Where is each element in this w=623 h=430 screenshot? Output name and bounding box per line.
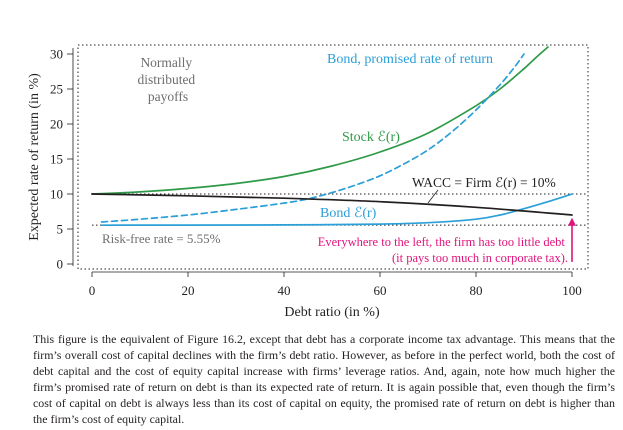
plot-frame — [77, 44, 589, 270]
y-axis: 0 5 10 15 20 25 30 — [50, 47, 74, 272]
series-bond-promised-rate-of-return — [100, 53, 525, 223]
figure-caption: This figure is the equivalent of Figure … — [33, 332, 615, 426]
x-tick-label: 40 — [278, 283, 291, 298]
x-tick-label: 60 — [374, 283, 387, 298]
x-axis-label: Debt ratio (in %) — [284, 305, 380, 320]
tax-arrow — [568, 217, 576, 262]
y-tick-label: 20 — [50, 117, 63, 132]
series-stock-r — [91, 46, 549, 195]
x-axis: 0 20 40 60 80 100 — [89, 271, 582, 298]
x-tick-label: 80 — [470, 283, 483, 298]
figure: 0 5 10 15 20 25 30 0 20 40 60 80 100 Expected rate … — [27, 44, 589, 320]
x-tick-label: 0 — [89, 283, 96, 298]
y-tick-label: 10 — [50, 187, 63, 202]
series-bond-r — [100, 193, 573, 227]
wacc-pointer — [427, 189, 439, 204]
y-tick-label: 0 — [57, 257, 64, 272]
x-tick-label: 100 — [562, 283, 582, 298]
annotation-risk-free: Risk-free rate = 5.55% — [102, 231, 221, 246]
y-tick-label: 25 — [50, 82, 63, 97]
annotation-bond-promised: Bond, promised rate of return — [327, 52, 493, 67]
y-axis-label: Expected rate of return (in %) — [27, 73, 42, 241]
annotation-stock: Stock ℰ(r) — [342, 130, 400, 145]
annotation-bond-expected: Bond ℰ(r) — [320, 206, 377, 221]
y-tick-label: 30 — [50, 47, 63, 62]
series-wacc-firm-r-10 — [91, 193, 573, 216]
x-tick-label: 20 — [182, 283, 195, 298]
y-tick-label: 15 — [50, 152, 63, 167]
annotation-tax-note: Everywhere to the left, the firm has too… — [318, 235, 568, 265]
annotation-wacc: WACC = Firm ℰ(r) = 10% — [412, 175, 556, 190]
annotation-normally-distributed: Normally distributed payoffs — [137, 55, 198, 104]
y-tick-label: 5 — [57, 222, 64, 237]
